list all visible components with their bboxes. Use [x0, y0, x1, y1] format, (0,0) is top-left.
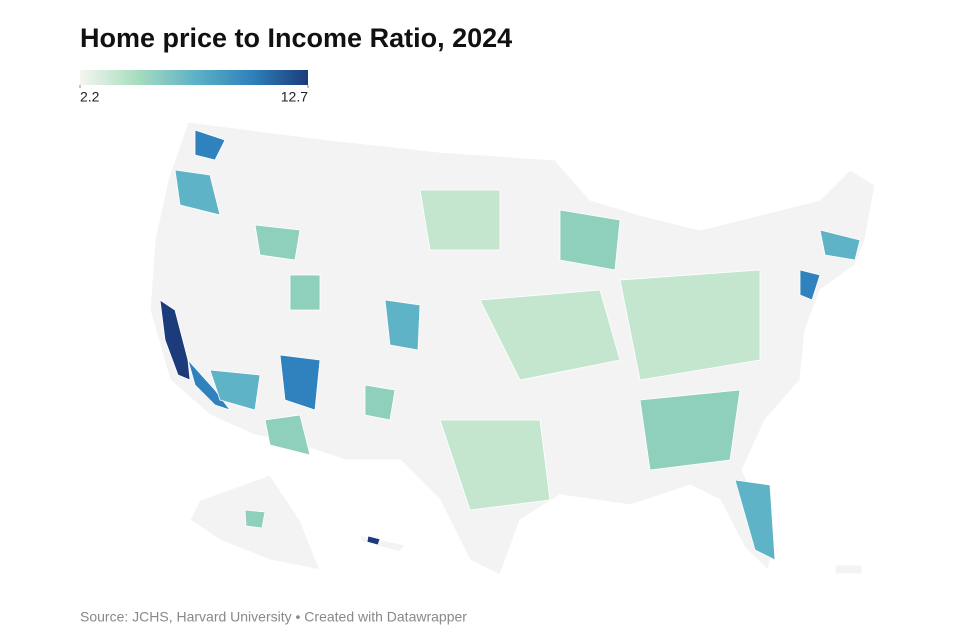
legend-bar: [80, 70, 308, 85]
legend-label: 2.2: [80, 89, 100, 105]
puerto-rico: [834, 564, 863, 575]
map: [149, 121, 876, 576]
regions: [159, 129, 861, 561]
hawaii: [359, 534, 407, 553]
title: Home price to Income Ratio, 2024: [80, 23, 512, 53]
source: Source: JCHS, Harvard University • Creat…: [80, 609, 467, 625]
legend-label: 12.7: [281, 89, 308, 105]
